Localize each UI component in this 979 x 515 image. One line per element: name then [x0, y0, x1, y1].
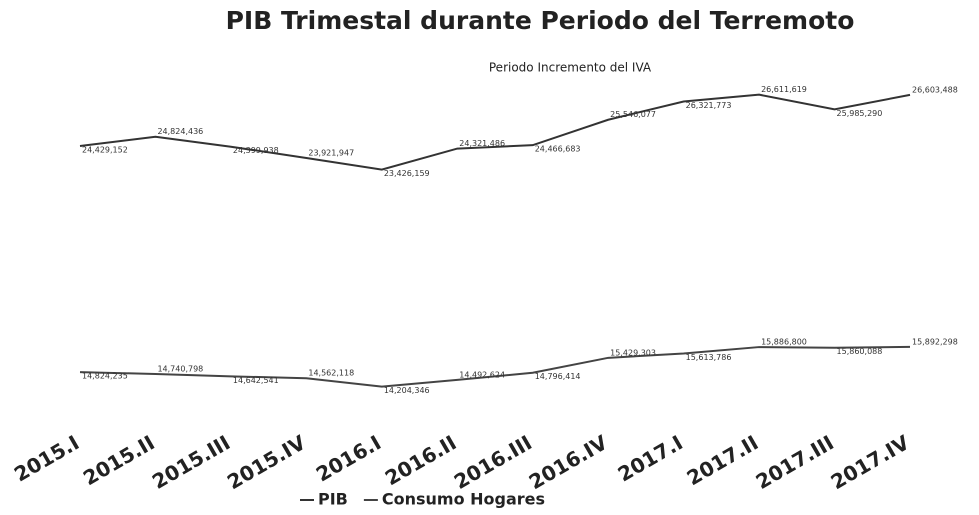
x-tick-label: 2015.IV — [223, 430, 310, 494]
data-label: 23,921,947 — [308, 148, 354, 157]
line — [79, 93, 911, 171]
data-label: 15,860,088 — [837, 347, 883, 356]
legend-label: Consumo Hogares — [382, 490, 545, 509]
data-label: 24,466,683 — [535, 145, 581, 154]
data-label: 26,603,488 — [912, 85, 958, 94]
data-label: 14,740,798 — [157, 365, 203, 374]
x-tick-label: 2015.II — [79, 430, 159, 490]
legend-label: PIB — [318, 490, 348, 509]
data-label: 14,204,346 — [384, 386, 430, 395]
data-label: 26,611,619 — [761, 85, 807, 94]
x-tick-label: 2017.II — [683, 430, 763, 490]
chart-title: PIB Trimestal durante Periodo del Terrem… — [226, 6, 855, 35]
x-tick-label: 2016.I — [312, 430, 385, 486]
data-label: 14,562,118 — [308, 369, 354, 378]
data-label: 14,492,624 — [459, 370, 505, 379]
x-tick-label: 2015.I — [10, 430, 83, 486]
data-label: 25,546,077 — [610, 110, 656, 119]
data-label: 14,824,235 — [82, 372, 128, 381]
data-label: 15,886,800 — [761, 338, 807, 347]
data-label: 26,321,773 — [686, 101, 732, 110]
data-label: 14,642,541 — [233, 376, 279, 385]
x-tick-label: 2017.IV — [827, 430, 914, 494]
x-tick-label: 2016.IV — [525, 430, 612, 494]
data-label: 23,426,159 — [384, 169, 430, 178]
x-tick-label: 2017.I — [614, 430, 687, 486]
data-label: 24,399,938 — [233, 146, 279, 155]
data-label: 15,613,786 — [686, 353, 732, 362]
data-label: 24,429,152 — [82, 146, 128, 155]
x-tick-label: 2015.III — [148, 430, 234, 494]
x-tick-label: 2016.II — [381, 430, 461, 490]
annotation: Periodo Incremento del IVA — [489, 61, 652, 75]
data-label: 25,985,290 — [837, 109, 883, 118]
x-tick-label: 2016.III — [450, 430, 536, 494]
data-label: 14,796,414 — [535, 372, 581, 381]
data-label: 15,892,298 — [912, 337, 958, 346]
line — [79, 345, 911, 388]
data-label: 15,429,303 — [610, 348, 656, 357]
data-label: 24,824,436 — [157, 127, 203, 136]
x-tick-label: 2017.III — [752, 430, 838, 494]
data-label: 24,321,486 — [459, 139, 505, 148]
